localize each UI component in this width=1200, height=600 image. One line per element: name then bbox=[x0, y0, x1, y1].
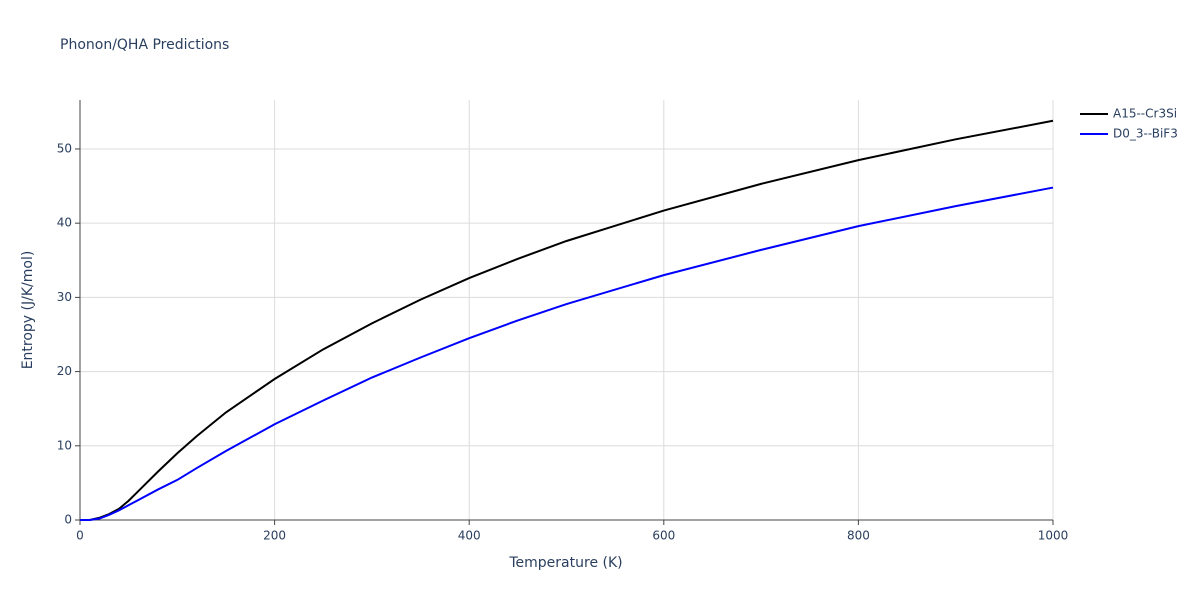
y-tick-label: 10 bbox=[57, 438, 72, 452]
x-tick-label: 800 bbox=[847, 529, 870, 543]
x-axis-label: Temperature (K) bbox=[508, 555, 622, 571]
series-line bbox=[80, 119, 1054, 521]
y-tick-label: 30 bbox=[57, 290, 72, 304]
y-tick-label: 0 bbox=[64, 513, 72, 527]
series-line bbox=[80, 186, 1054, 521]
legend-label: D0_3--BiF3 bbox=[1113, 127, 1178, 141]
x-tick-label: 0 bbox=[76, 529, 84, 543]
y-axis-label: Entropy (J/K/mol) bbox=[20, 251, 36, 370]
y-tick-label: 20 bbox=[57, 364, 72, 378]
chart-title: Phonon/QHA Predictions bbox=[60, 37, 229, 53]
y-tick-label: 40 bbox=[57, 216, 72, 230]
x-tick-label: 1000 bbox=[1038, 529, 1069, 543]
x-tick-label: 400 bbox=[458, 529, 481, 543]
y-tick-label: 50 bbox=[57, 141, 72, 155]
x-tick-label: 600 bbox=[652, 529, 675, 543]
x-tick-label: 200 bbox=[263, 529, 286, 543]
legend-label: A15--Cr3Si bbox=[1113, 107, 1177, 121]
